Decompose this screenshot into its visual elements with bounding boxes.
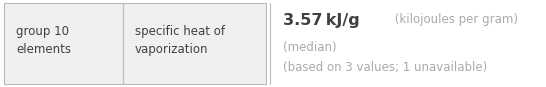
Text: specific heat of
vaporization: specific heat of vaporization: [135, 25, 225, 56]
Text: (kilojoules per gram): (kilojoules per gram): [390, 13, 518, 27]
Bar: [4, 3, 123, 84]
Text: 3.57 kJ/g: 3.57 kJ/g: [282, 13, 359, 27]
Bar: [123, 3, 265, 84]
Text: group 10
elements: group 10 elements: [16, 25, 71, 56]
Text: (median): (median): [282, 41, 336, 54]
Text: (based on 3 values; 1 unavailable): (based on 3 values; 1 unavailable): [282, 60, 487, 74]
